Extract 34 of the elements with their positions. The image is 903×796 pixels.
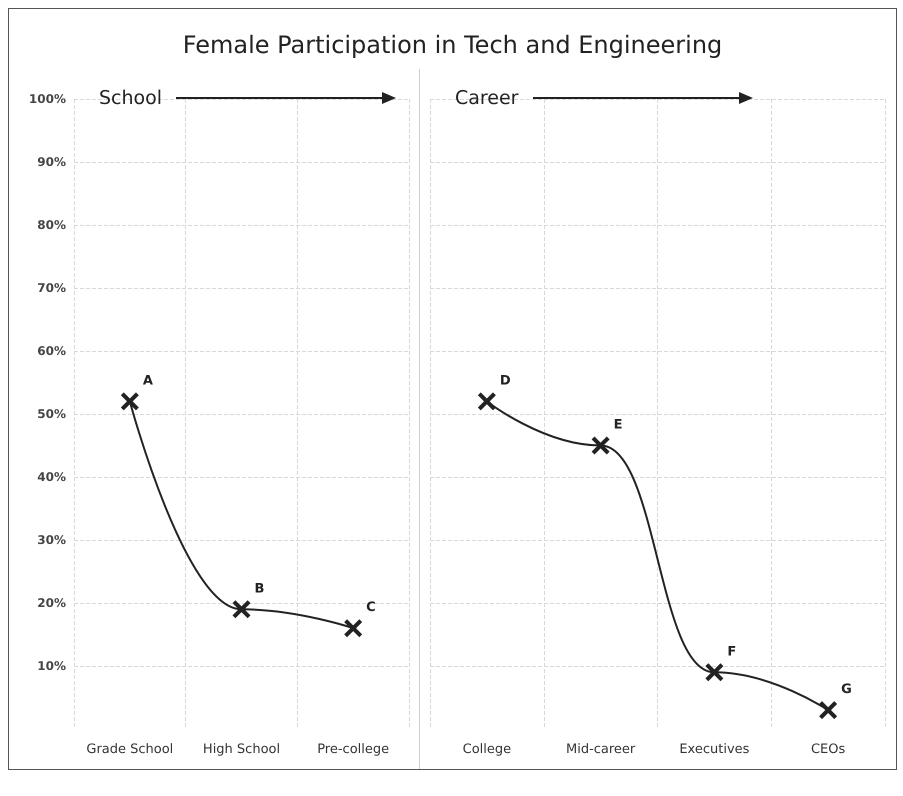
y-tick-label: 100% (28, 92, 66, 106)
x-tick-label: Pre-college (317, 742, 390, 757)
point (592, 436, 610, 454)
annotation: School (99, 87, 162, 109)
point (819, 701, 838, 720)
data-label: E (614, 418, 623, 432)
y-tick-label: 40% (37, 470, 66, 484)
point (344, 619, 362, 638)
y-tick-label: 90% (37, 155, 66, 169)
y-tick-label: 70% (37, 281, 66, 295)
data-label: G (841, 682, 852, 698)
point (478, 392, 496, 410)
data-label: F (727, 644, 736, 660)
y-tick-label: 50% (37, 407, 66, 421)
x-tick-label: CEOs (810, 742, 846, 757)
x-tick-label: High School (202, 742, 280, 757)
data-label: C (366, 600, 376, 616)
data-label: B (254, 581, 264, 596)
data-label: D (500, 373, 511, 388)
point (705, 663, 724, 682)
point (232, 600, 250, 618)
y-tick-label: 30% (37, 533, 66, 547)
x-tick-label: Mid-career (566, 742, 636, 757)
x-tick-label: College (462, 742, 512, 757)
chart-title: Female Participation in Tech and Engineering (182, 30, 724, 61)
y-tick-label: 10% (37, 659, 66, 673)
annotation: Career (455, 87, 518, 109)
data-label: A (142, 373, 153, 388)
y-tick-label: 60% (37, 344, 66, 358)
x-tick-label: Executives (679, 742, 750, 757)
x-tick-label: Grade School (86, 742, 174, 757)
point (120, 392, 139, 410)
y-tick-label: 80% (37, 218, 66, 232)
y-tick-label: 20% (37, 596, 66, 610)
